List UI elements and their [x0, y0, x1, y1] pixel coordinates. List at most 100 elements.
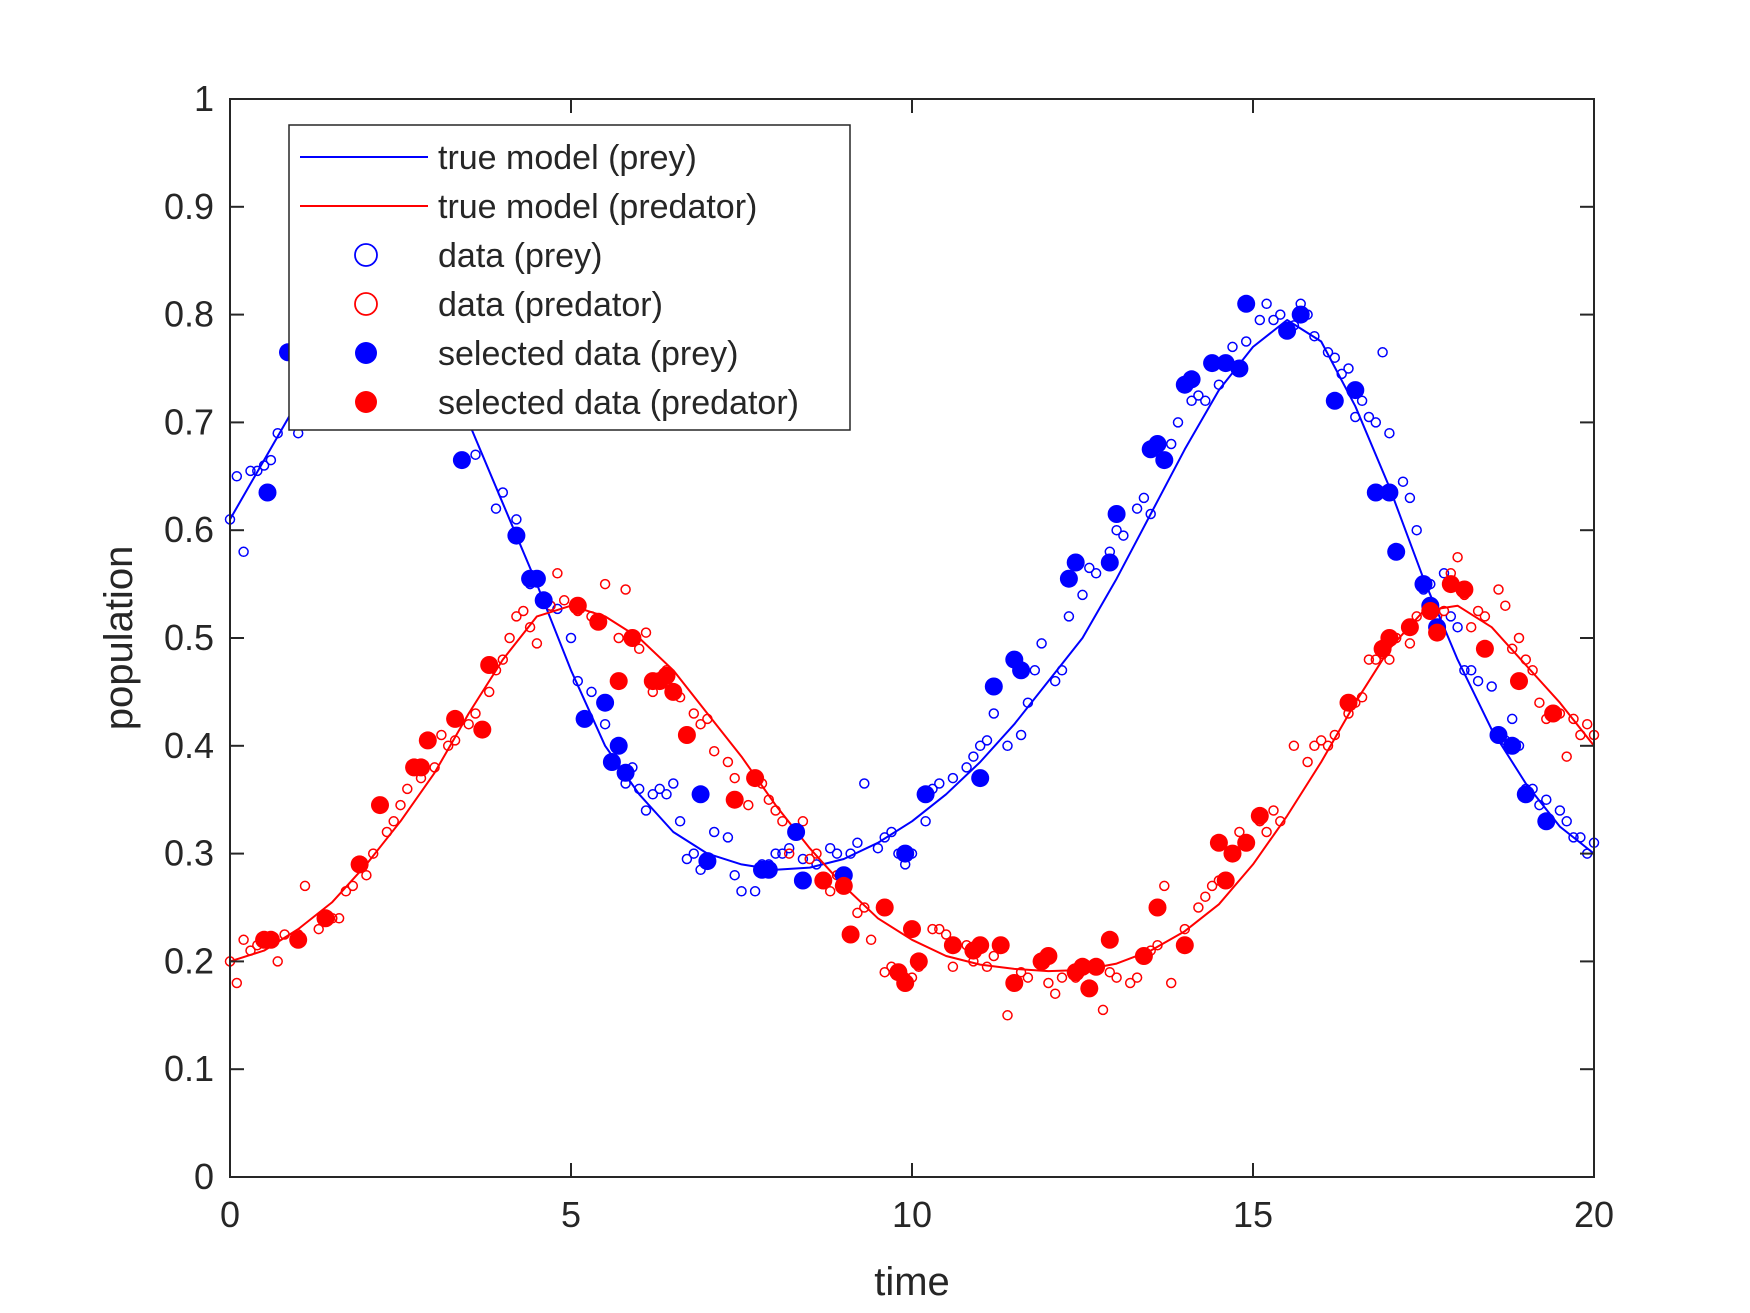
data-point-data-prey: [947, 772, 959, 784]
data-point-data-prey: [1111, 524, 1122, 536]
x-tick-label: 20: [1574, 1194, 1614, 1235]
legend-label-true-model-prey: true model (prey): [438, 139, 697, 177]
data-point-data-predator: [811, 848, 822, 859]
data-point-data-prey: [729, 869, 740, 881]
data-point-data-predator: [859, 902, 870, 913]
selected-point-selected-data-predator: [1100, 930, 1119, 949]
selected-point-selected-data-prey: [793, 871, 812, 890]
selected-point-selected-data-predator: [1428, 623, 1447, 642]
series-markers-selected-data-prey: [258, 294, 1556, 890]
data-point-data-prey: [722, 832, 734, 843]
selected-point-selected-data-prey: [1107, 505, 1126, 523]
data-point-data-prey: [1452, 621, 1463, 633]
data-point-data-predator: [1465, 621, 1477, 633]
data-point-data-prey: [859, 778, 870, 789]
x-tick-label: 5: [561, 1194, 581, 1235]
data-point-data-predator: [1165, 977, 1177, 989]
selected-point-selected-data-prey: [452, 451, 471, 470]
data-point-data-predator: [518, 605, 529, 617]
data-point-data-prey: [1445, 611, 1457, 622]
selected-point-selected-data-prey: [1380, 483, 1399, 502]
selected-point-selected-data-prey: [787, 823, 806, 841]
legend-swatch-data-prey: [354, 243, 378, 267]
y-tick-label: 0.9: [164, 186, 214, 227]
x-tick-label: 15: [1233, 1194, 1273, 1235]
selected-point-selected-data-prey: [596, 693, 615, 712]
data-point-data-predator: [1124, 977, 1136, 989]
data-point-data-prey: [674, 816, 686, 827]
data-point-data-prey: [1138, 492, 1150, 504]
data-point-data-predator: [552, 568, 563, 579]
selected-point-selected-data-predator: [834, 876, 853, 895]
legend-label-data-prey: data (prey): [438, 237, 602, 275]
data-point-data-prey: [1077, 589, 1088, 601]
data-point-data-prey: [1200, 395, 1211, 407]
data-point-data-prey: [1275, 309, 1286, 320]
selected-point-selected-data-prey: [1325, 391, 1344, 410]
data-point-data-prey: [1193, 390, 1204, 401]
selected-point-selected-data-predator: [1073, 957, 1092, 976]
data-point-data-predator: [1022, 972, 1034, 983]
data-point-data-prey: [879, 832, 890, 843]
data-point-data-predator: [1527, 665, 1538, 676]
selected-point-selected-data-predator: [909, 952, 928, 971]
data-point-data-prey: [961, 762, 972, 773]
selected-point-selected-data-predator: [943, 936, 962, 955]
data-point-data-predator: [804, 853, 815, 865]
data-point-data-predator: [367, 848, 379, 859]
selected-point-selected-data-predator: [896, 974, 915, 992]
data-point-data-predator: [361, 869, 372, 881]
selected-point-selected-data-predator: [1510, 672, 1528, 691]
data-point-data-prey: [1486, 681, 1497, 692]
selected-point-selected-data-predator: [1339, 693, 1358, 712]
selected-point-selected-data-predator: [1148, 898, 1167, 917]
selected-point-selected-data-predator: [418, 731, 437, 750]
data-point-data-prey: [1568, 832, 1579, 843]
selected-point-selected-data-prey: [609, 736, 628, 755]
selected-point-selected-data-prey: [1366, 483, 1385, 502]
data-point-data-predator: [1043, 977, 1054, 989]
selected-point-selected-data-predator: [657, 666, 676, 685]
selected-point-selected-data-predator: [991, 936, 1010, 955]
selected-point-selected-data-prey: [916, 785, 935, 804]
data-point-data-predator: [299, 880, 311, 892]
data-point-data-predator: [558, 595, 570, 606]
data-point-data-predator: [1568, 713, 1579, 725]
selected-point-selected-data-prey: [759, 860, 778, 879]
selected-point-selected-data-predator: [1475, 639, 1494, 658]
legend: true model (prey) true model (predator) da…: [288, 124, 851, 431]
data-point-data-prey: [490, 503, 502, 514]
data-point-data-predator: [940, 929, 952, 940]
data-point-data-prey: [511, 514, 522, 525]
data-point-data-predator: [388, 816, 399, 827]
selected-point-selected-data-predator: [971, 936, 990, 955]
selected-point-selected-data-prey: [896, 844, 915, 863]
selected-point-selected-data-prey: [534, 591, 553, 610]
y-tick-label: 0.3: [164, 833, 214, 874]
data-point-data-predator: [743, 799, 754, 811]
data-point-data-prey: [238, 546, 249, 558]
data-point-data-prey: [770, 848, 781, 859]
data-point-data-predator: [231, 977, 243, 989]
selected-point-selected-data-prey: [698, 852, 717, 871]
selected-point-selected-data-predator: [814, 871, 833, 890]
data-point-data-predator: [695, 718, 706, 730]
selected-point-selected-data-predator: [1223, 844, 1242, 863]
data-point-data-predator: [777, 816, 788, 827]
selected-point-selected-data-predator: [589, 612, 608, 631]
selected-point-selected-data-predator: [1400, 618, 1419, 637]
selected-point-selected-data-predator: [350, 855, 369, 874]
data-point-data-prey: [1541, 794, 1552, 805]
data-point-data-predator: [824, 886, 836, 897]
data-point-data-predator: [1200, 891, 1211, 902]
selected-point-selected-data-predator: [446, 709, 465, 728]
data-point-data-prey: [1029, 665, 1041, 676]
data-point-data-predator: [797, 816, 809, 827]
selected-point-selected-data-prey: [1387, 542, 1406, 561]
data-point-data-prey: [1343, 363, 1354, 374]
data-point-data-predator: [313, 923, 324, 935]
data-point-data-predator: [463, 718, 474, 730]
selected-point-selected-data-prey: [575, 709, 594, 728]
data-point-data-predator: [708, 745, 720, 757]
data-point-data-predator: [1268, 805, 1279, 816]
